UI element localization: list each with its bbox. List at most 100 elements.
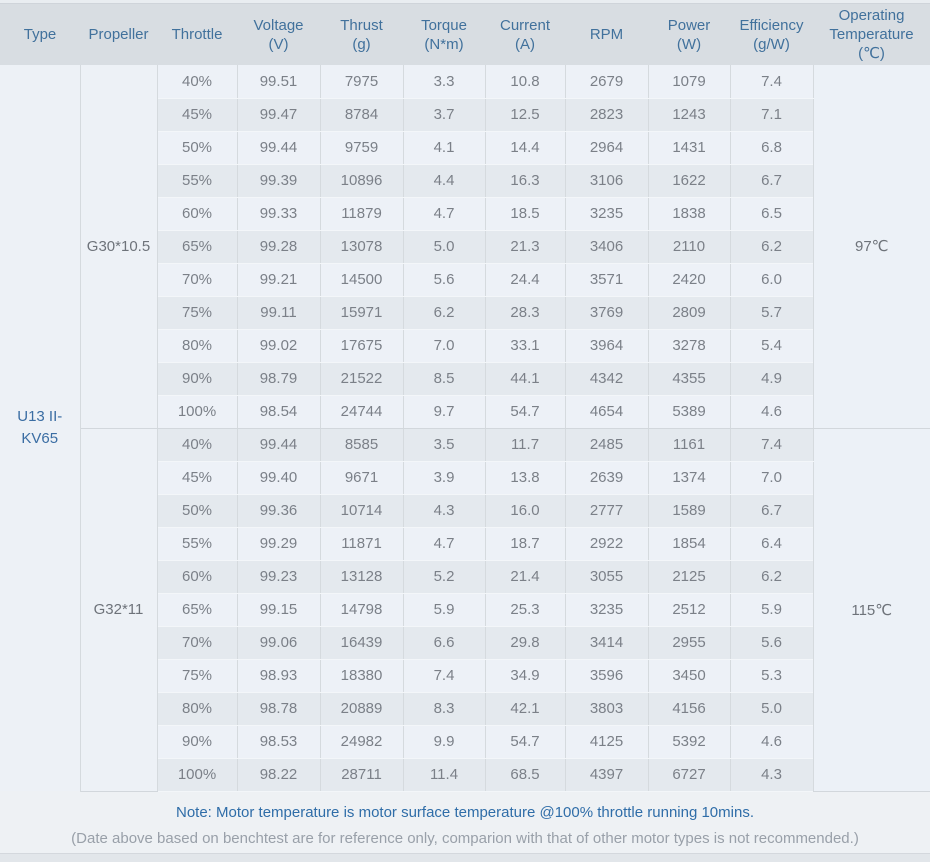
table-row: 65% 99.15 14798 5.9 25.3 3235 2512 5.9: [0, 593, 930, 627]
thrust-cell: 9671: [319, 461, 404, 495]
efficiency-cell: 6.7: [729, 494, 814, 528]
col-header-torque: Torque (N*m): [403, 4, 485, 65]
footnote-primary: Note: Motor temperature is motor surface…: [176, 803, 754, 821]
torque-cell: 8.5: [402, 362, 486, 396]
thrust-cell: 14798: [319, 593, 404, 627]
voltage-cell: 99.33: [236, 197, 321, 231]
efficiency-cell: 7.0: [729, 461, 814, 495]
throttle-cell: 70%: [156, 626, 238, 660]
throttle-cell: 60%: [156, 197, 238, 231]
throttle-cell: 40%: [156, 428, 238, 462]
throttle-cell: 40%: [156, 65, 238, 99]
current-cell: 18.5: [484, 197, 566, 231]
rpm-cell: 2679: [564, 65, 649, 99]
col-header-label: Operating Temperature: [829, 7, 914, 43]
throttle-cell: 90%: [156, 725, 238, 759]
table-row: 75% 98.93 18380 7.4 34.9 3596 3450 5.3: [0, 659, 930, 693]
throttle-cell: 90%: [156, 362, 238, 396]
torque-cell: 5.2: [402, 560, 486, 594]
col-header-unit: (A): [515, 35, 535, 53]
col-header-label: Voltage: [253, 16, 304, 34]
voltage-cell: 99.06: [236, 626, 321, 660]
voltage-cell: 98.93: [236, 659, 321, 693]
torque-cell: 4.1: [402, 131, 486, 165]
table-row: 45% 99.40 9671 3.9 13.8 2639 1374 7.0: [0, 461, 930, 495]
torque-cell: 4.7: [402, 197, 486, 231]
throttle-cell: 60%: [156, 560, 238, 594]
thrust-cell: 16439: [319, 626, 404, 660]
power-cell: 2955: [647, 626, 731, 660]
efficiency-cell: 7.4: [729, 428, 814, 462]
current-cell: 13.8: [484, 461, 566, 495]
rpm-cell: 2777: [564, 494, 649, 528]
col-header-unit: (N*m): [424, 35, 464, 53]
power-cell: 2110: [647, 230, 731, 264]
torque-cell: 6.2: [402, 296, 486, 330]
thrust-cell: 13128: [319, 560, 404, 594]
voltage-cell: 99.28: [236, 230, 321, 264]
torque-cell: 4.3: [402, 494, 486, 528]
current-cell: 18.7: [484, 527, 566, 561]
col-header-rpm: RPM: [565, 4, 648, 65]
rpm-cell: 3803: [564, 692, 649, 726]
thrust-cell: 21522: [319, 362, 404, 396]
voltage-cell: 98.78: [236, 692, 321, 726]
col-header-unit: (g/W): [753, 35, 790, 53]
thrust-cell: 24744: [319, 395, 404, 429]
torque-cell: 4.7: [402, 527, 486, 561]
rpm-cell: 3235: [564, 593, 649, 627]
throttle-cell: 45%: [156, 461, 238, 495]
power-cell: 5389: [647, 395, 731, 429]
col-header-current: Current (A): [485, 4, 565, 65]
current-cell: 16.0: [484, 494, 566, 528]
table-row: G32*11 40% 99.44 8585 3.5 11.7 2485 1161 7.4 115℃: [0, 428, 930, 792]
table-row: 80% 98.78 20889 8.3 42.1 3803 4156 5.0: [0, 692, 930, 726]
voltage-cell: 99.29: [236, 527, 321, 561]
rpm-cell: 4125: [564, 725, 649, 759]
voltage-cell: 98.22: [236, 758, 321, 792]
table-body: U13 II-KV65 G30*10.5 40% 99.51 7975 3.3 10.8 26…: [0, 65, 930, 792]
rpm-cell: 2485: [564, 428, 649, 462]
torque-cell: 5.0: [402, 230, 486, 264]
col-header-label: Efficiency: [739, 16, 804, 34]
current-cell: 21.3: [484, 230, 566, 264]
table-row: 100% 98.22 28711 11.4 68.5 4397 6727 4.3: [0, 758, 930, 792]
col-header-label: Power: [667, 16, 711, 34]
propeller-value: G30*10.5: [79, 65, 158, 429]
efficiency-cell: 5.6: [729, 626, 814, 660]
power-cell: 1161: [647, 428, 731, 462]
thrust-cell: 9759: [319, 131, 404, 165]
thrust-cell: 8784: [319, 98, 404, 132]
efficiency-cell: 5.3: [729, 659, 814, 693]
power-cell: 3278: [647, 329, 731, 363]
voltage-cell: 99.15: [236, 593, 321, 627]
col-header-label: Propeller: [88, 26, 149, 43]
efficiency-cell: 6.8: [729, 131, 814, 165]
power-cell: 5392: [647, 725, 731, 759]
motor-spec-table: Type Propeller Throttle Voltage (V) Thru…: [0, 4, 930, 792]
bottom-divider: [0, 852, 930, 862]
current-cell: 29.8: [484, 626, 566, 660]
thrust-cell: 11871: [319, 527, 404, 561]
current-cell: 34.9: [484, 659, 566, 693]
rpm-cell: 2922: [564, 527, 649, 561]
col-header-thrust: Thrust (g): [320, 4, 403, 65]
voltage-cell: 99.44: [236, 131, 321, 165]
voltage-cell: 98.53: [236, 725, 321, 759]
efficiency-cell: 6.4: [729, 527, 814, 561]
voltage-cell: 99.47: [236, 98, 321, 132]
torque-cell: 6.6: [402, 626, 486, 660]
thrust-cell: 17675: [319, 329, 404, 363]
current-cell: 68.5: [484, 758, 566, 792]
efficiency-cell: 5.9: [729, 593, 814, 627]
table-header: Type Propeller Throttle Voltage (V) Thru…: [0, 4, 930, 65]
torque-cell: 3.9: [402, 461, 486, 495]
efficiency-cell: 4.6: [729, 725, 814, 759]
torque-cell: 5.9: [402, 593, 486, 627]
col-header-label: Torque: [421, 16, 467, 34]
efficiency-cell: 4.3: [729, 758, 814, 792]
efficiency-cell: 5.0: [729, 692, 814, 726]
torque-cell: 5.6: [402, 263, 486, 297]
table-row: 90% 98.53 24982 9.9 54.7 4125 5392 4.6: [0, 725, 930, 759]
current-cell: 16.3: [484, 164, 566, 198]
